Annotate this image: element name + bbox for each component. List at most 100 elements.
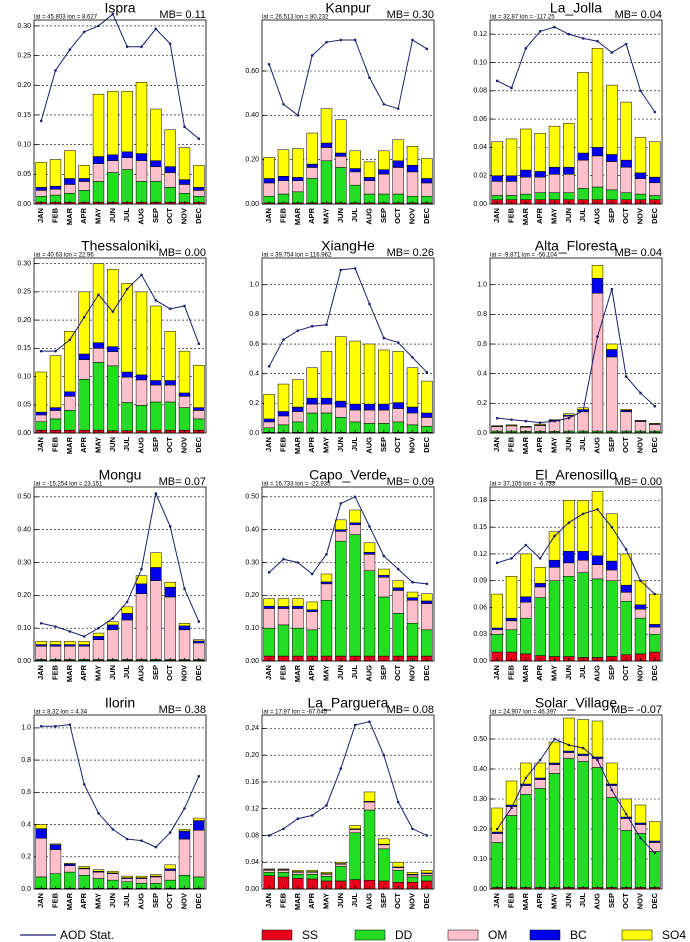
bar-segment bbox=[35, 828, 47, 839]
bar-segment bbox=[263, 872, 275, 876]
bar-segment bbox=[121, 875, 133, 878]
bar-segment bbox=[591, 265, 604, 279]
bar-segment bbox=[135, 575, 148, 585]
bar-segment bbox=[35, 162, 47, 188]
bar-segment bbox=[263, 870, 275, 873]
panel: Ilorin lat = 8.32 lon = 4.34 MB= 0.38 0.0 0.… bbox=[21, 695, 207, 910]
bar-segment bbox=[520, 617, 532, 655]
aod-point bbox=[339, 767, 343, 770]
aod-point bbox=[382, 102, 386, 106]
bar-segment bbox=[349, 829, 361, 834]
bar-segment bbox=[577, 159, 589, 189]
legend-label: DD bbox=[395, 928, 413, 942]
bar-segment bbox=[548, 174, 561, 193]
panel-annotation: MB= 0.30 bbox=[387, 9, 434, 21]
bar-segment bbox=[121, 157, 133, 170]
y-tick-label: 0.05 bbox=[17, 402, 31, 409]
aod-line bbox=[497, 288, 656, 424]
aod-point bbox=[653, 592, 657, 596]
aod-point bbox=[282, 557, 285, 561]
bar-segment bbox=[35, 838, 47, 878]
bar-segment bbox=[591, 491, 604, 556]
bar-segment bbox=[606, 161, 618, 191]
panel-annotation: MB= 0.26 bbox=[387, 247, 434, 259]
bar-segment bbox=[277, 624, 290, 657]
aod-point bbox=[382, 336, 386, 340]
bar-segment bbox=[406, 367, 419, 408]
bar-segment bbox=[292, 870, 304, 872]
bar-segment bbox=[491, 195, 503, 201]
bar-segment bbox=[548, 166, 561, 175]
aod-point bbox=[267, 364, 271, 368]
bar-segment bbox=[263, 598, 275, 607]
bar-segment bbox=[335, 519, 347, 530]
bar-segment bbox=[135, 160, 148, 182]
bar-segment bbox=[406, 874, 419, 878]
y-tick-label: 0.8 bbox=[249, 311, 259, 318]
x-tick-label: OCT bbox=[393, 665, 402, 681]
bar-segment bbox=[292, 379, 304, 408]
bar-segment bbox=[292, 874, 304, 879]
bar-segment bbox=[292, 177, 304, 181]
aod-point bbox=[368, 720, 371, 723]
x-tick-label: MAR bbox=[521, 207, 530, 225]
bar-segment bbox=[107, 365, 119, 431]
bar-segment bbox=[634, 804, 647, 824]
y-tick-label: 0.15 bbox=[17, 112, 31, 119]
bar-segment bbox=[49, 645, 62, 660]
bar-segment bbox=[406, 591, 419, 598]
bar-segment bbox=[193, 190, 205, 197]
x-tick-label: JUN bbox=[336, 665, 345, 680]
aod-point bbox=[325, 323, 328, 327]
bar-segment bbox=[363, 343, 376, 405]
bar-segment bbox=[421, 593, 433, 602]
bar-segment bbox=[620, 553, 632, 586]
bar-segment bbox=[606, 343, 618, 350]
bar-segment bbox=[150, 160, 162, 167]
panel-subtitle: lat = 8.32 lon = 4.34 bbox=[34, 710, 88, 716]
bar-segment bbox=[606, 797, 618, 888]
bar-segment bbox=[649, 195, 661, 201]
bar-segment bbox=[534, 423, 546, 426]
y-tick-label: 0.8 bbox=[477, 311, 487, 318]
bar-segment bbox=[591, 292, 604, 432]
aod-point bbox=[97, 293, 100, 296]
bar-segment bbox=[649, 821, 661, 842]
plot-frame bbox=[261, 19, 435, 205]
aod-point bbox=[353, 38, 357, 42]
bar-segment bbox=[178, 193, 191, 203]
aod-line bbox=[40, 13, 200, 140]
bar-segment bbox=[78, 181, 90, 191]
x-tick-label: JUL bbox=[350, 437, 359, 452]
bar-segment bbox=[150, 166, 162, 182]
x-tick-label: SEP bbox=[379, 208, 388, 223]
y-tick-label: 0.10 bbox=[17, 625, 31, 632]
x-tick-label: NOV bbox=[635, 665, 644, 681]
x-tick-label: MAR bbox=[293, 436, 302, 454]
bar-segment bbox=[548, 773, 561, 888]
aod-point bbox=[553, 534, 556, 538]
aod-point bbox=[567, 32, 571, 36]
aod-point bbox=[524, 776, 528, 780]
y-tick-label: 0.50 bbox=[473, 736, 487, 743]
bar-segment bbox=[591, 767, 604, 888]
aod-point bbox=[396, 107, 400, 110]
bar-segment bbox=[164, 870, 176, 881]
bar-segment bbox=[35, 411, 47, 416]
bar-segment bbox=[64, 871, 76, 889]
bar-segment bbox=[164, 380, 176, 386]
aod-point bbox=[125, 45, 129, 49]
bar-segment bbox=[406, 597, 419, 601]
bar-segment bbox=[349, 184, 361, 204]
x-tick-label: MAR bbox=[293, 892, 302, 910]
bar-segment bbox=[320, 876, 333, 882]
x-tick-label: JUN bbox=[564, 437, 573, 452]
bar-segment bbox=[520, 176, 532, 195]
bar-segment bbox=[634, 617, 647, 655]
bar-segment bbox=[78, 359, 90, 380]
aod-line bbox=[268, 39, 428, 117]
aod-point bbox=[183, 587, 186, 591]
y-tick-label: 0.00 bbox=[245, 658, 259, 665]
bar-segment bbox=[306, 367, 318, 399]
